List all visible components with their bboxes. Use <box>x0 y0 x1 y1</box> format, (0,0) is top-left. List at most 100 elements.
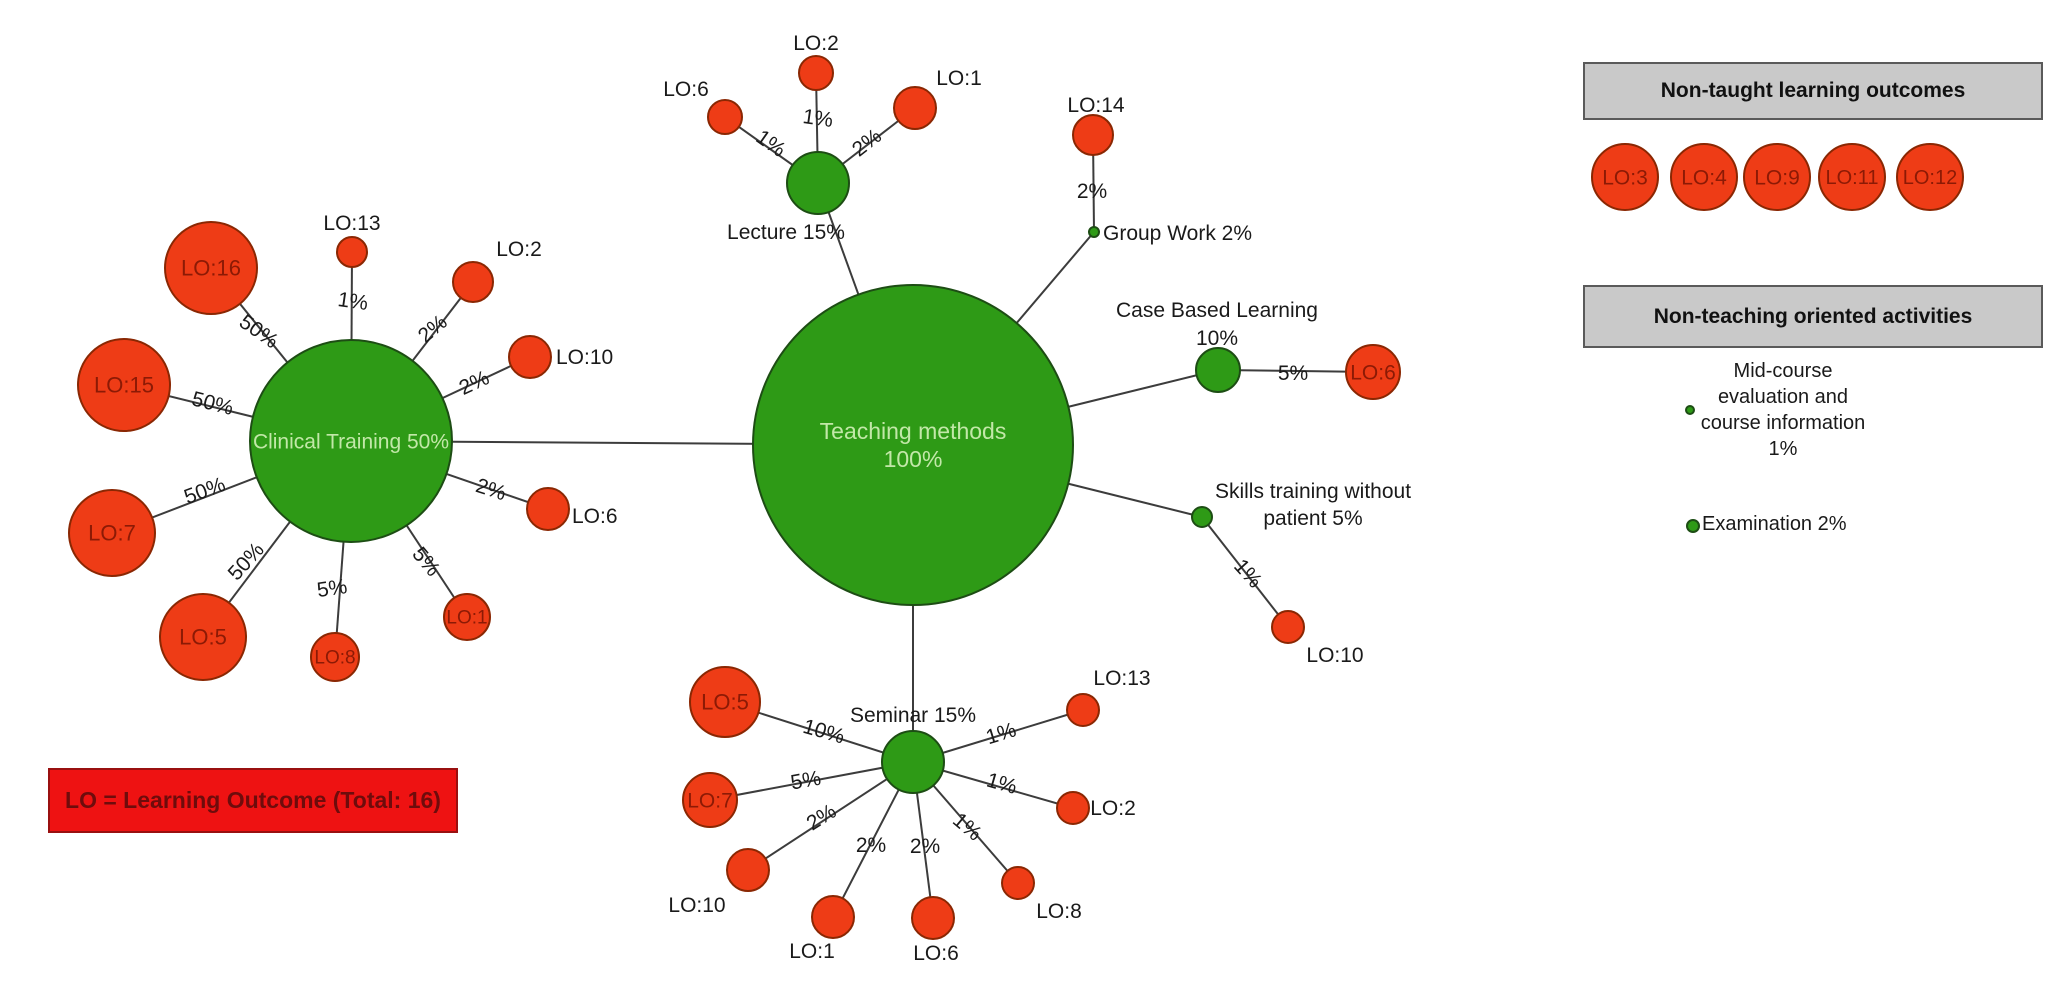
node-lo4-nontaught <box>1670 143 1738 211</box>
node-label-lo7-seminar: LO:7 <box>687 789 733 812</box>
node-lo3-nontaught <box>1591 143 1659 211</box>
node-label-lo12-nontaught: LO:12 <box>1903 167 1957 189</box>
node-case-based-learning <box>1195 347 1241 393</box>
edge-label-group-work--lo14-group-work: 2% <box>1077 180 1107 203</box>
node-label-lo2-clinical: LO:2 <box>496 238 542 261</box>
node-lo10-clinical <box>508 335 552 379</box>
node-label-lo6-case-based: LO:6 <box>1350 361 1396 384</box>
node-lo14-group-work <box>1072 114 1114 156</box>
edge-label-clinical-training--lo7-clinical: 50% <box>181 473 228 509</box>
mid-course-evaluation-label: Mid-course evaluation and course informa… <box>1700 360 1866 460</box>
edge-label-seminar--lo2-seminar: 1% <box>984 769 1020 799</box>
node-label-lo2-lecture: LO:2 <box>793 32 839 55</box>
node-label-lo10-seminar: LO:10 <box>668 894 725 917</box>
edge-label-clinical-training--lo8-clinical: 5% <box>315 575 348 602</box>
node-lo1-lecture <box>893 86 937 130</box>
node-label-lo5-clinical: LO:5 <box>179 625 227 650</box>
node-label-skills-training: Skills training without patient 5% <box>1215 480 1411 530</box>
node-label-lo6-lecture: LO:6 <box>663 78 709 101</box>
node-lo11-nontaught <box>1818 143 1886 211</box>
node-lo6-lecture <box>707 99 743 135</box>
node-label-lo10-clinical: LO:10 <box>556 346 613 369</box>
node-label-lecture: Lecture 15% <box>727 221 845 244</box>
node-label-lo14-group-work: LO:14 <box>1067 94 1125 117</box>
node-lo7-seminar <box>682 772 738 828</box>
non-taught-outcomes-header: Non-taught learning outcomes <box>1583 62 2043 120</box>
edge-label-clinical-training--lo15-clinical: 50% <box>189 387 235 419</box>
edge-label-seminar--lo1-seminar: 2% <box>856 834 886 857</box>
node-lo2-lecture <box>798 55 834 91</box>
node-mid-course-dot <box>1685 405 1695 415</box>
node-lo12-nontaught <box>1896 143 1964 211</box>
node-lo9-nontaught <box>1743 143 1811 211</box>
node-label-lo5-seminar: LO:5 <box>701 690 749 715</box>
non-teaching-activities-header: Non-teaching oriented activities <box>1583 285 2043 348</box>
node-lo5-clinical <box>159 593 247 681</box>
learning-outcome-note-box: LO = Learning Outcome (Total: 16) <box>48 768 458 833</box>
node-lo7-clinical <box>68 489 156 577</box>
edge-label-seminar--lo7-seminar: 5% <box>789 767 823 795</box>
edge-seminar--lo10-seminar <box>747 761 914 871</box>
node-label-clinical-training: Clinical Training 50% <box>253 430 449 453</box>
node-label-lo15-clinical: LO:15 <box>94 373 154 398</box>
node-clinical-training <box>249 339 453 543</box>
node-lo10-skills <box>1271 610 1305 644</box>
node-label-lo4-nontaught: LO:4 <box>1681 166 1727 189</box>
node-label-lo9-nontaught: LO:9 <box>1754 166 1800 189</box>
node-skills-training <box>1191 506 1213 528</box>
node-label-lo13-clinical: LO:13 <box>323 212 380 235</box>
node-lo16-clinical <box>164 221 258 315</box>
node-teaching-methods <box>752 284 1074 606</box>
node-lo6-clinical <box>526 487 570 531</box>
node-label-lo8-clinical: LO:8 <box>314 648 355 669</box>
node-label-seminar: Seminar 15% <box>850 704 976 727</box>
edge-label-clinical-training--lo13-clinical: 1% <box>336 288 369 315</box>
node-label-teaching-methods: Teaching methods 100% <box>820 418 1007 472</box>
edge-skills-training--lo10-skills <box>1201 516 1289 628</box>
node-label-lo6-clinical: LO:6 <box>572 505 618 528</box>
node-label-lo6-seminar: LO:6 <box>913 942 959 965</box>
node-lo2-clinical <box>452 261 494 303</box>
edge-label-lecture--lo2-lecture: 1% <box>801 105 834 132</box>
node-label-lo1-clinical: LO:1 <box>446 608 487 629</box>
edge-label-clinical-training--lo10-clinical: 2% <box>456 366 493 400</box>
node-lo6-seminar <box>911 896 955 940</box>
node-lo8-clinical <box>310 632 360 682</box>
node-label-lo13-seminar: LO:13 <box>1093 667 1150 690</box>
examination-label: Examination 2% <box>1702 513 1847 535</box>
node-lo1-seminar <box>811 895 855 939</box>
node-label-lo3-nontaught: LO:3 <box>1602 166 1648 189</box>
edge-label-lecture--lo6-lecture: 1% <box>752 126 790 162</box>
node-lo6-case-based <box>1345 344 1401 400</box>
node-lo13-seminar <box>1066 693 1100 727</box>
node-lo1-clinical <box>443 593 491 641</box>
node-label-lo2-seminar: LO:2 <box>1090 797 1136 820</box>
node-lo15-clinical <box>77 338 171 432</box>
edge-label-seminar--lo13-seminar: 1% <box>983 718 1019 749</box>
node-group-work <box>1088 226 1100 238</box>
edge-label-seminar--lo6-seminar: 2% <box>910 835 940 858</box>
node-label-case-based-learning: Case Based Learning 10% <box>1116 299 1318 350</box>
node-lo2-seminar <box>1056 791 1090 825</box>
node-lo8-seminar <box>1001 866 1035 900</box>
node-label-group-work: Group Work 2% <box>1103 222 1252 245</box>
node-lo13-clinical <box>336 236 368 268</box>
edge-label-clinical-training--lo6-clinical: 2% <box>473 474 509 505</box>
node-label-lo7-clinical: LO:7 <box>88 521 136 546</box>
node-seminar <box>881 730 945 794</box>
node-lo5-seminar <box>689 666 761 738</box>
node-examination-dot <box>1686 519 1700 533</box>
node-label-lo1-seminar: LO:1 <box>789 940 835 963</box>
node-label-lo16-clinical: LO:16 <box>181 256 241 281</box>
node-label-lo10-skills: LO:10 <box>1306 644 1363 667</box>
edge-label-case-based-learning--lo6-case-based: 5% <box>1278 362 1308 385</box>
node-label-lo1-lecture: LO:1 <box>936 67 982 90</box>
edge-label-clinical-training--lo5-clinical: 50% <box>224 538 269 585</box>
node-label-lo11-nontaught: LO:11 <box>1826 167 1879 189</box>
node-lo10-seminar <box>726 848 770 892</box>
node-lecture <box>786 151 850 215</box>
node-label-lo8-seminar: LO:8 <box>1036 900 1082 923</box>
edge-label-seminar--lo5-seminar: 10% <box>800 715 847 749</box>
